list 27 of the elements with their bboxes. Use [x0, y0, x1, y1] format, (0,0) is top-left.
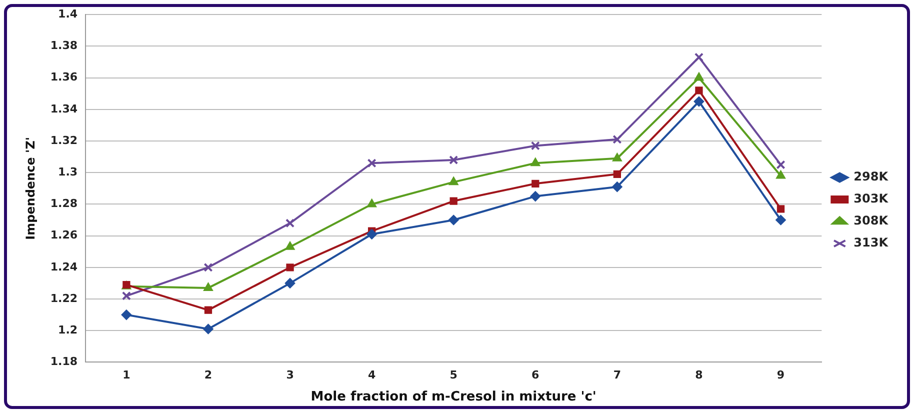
y-tick-label: 1.2	[58, 323, 78, 336]
legend-label: 303K	[854, 192, 889, 206]
y-tick-label: 1.26	[50, 228, 78, 242]
y-tick-label: 1.38	[50, 39, 78, 52]
x-tick-label: 2	[204, 368, 212, 382]
x-axis-title: Mole fraction of m-Cresol in mixture 'c'	[310, 390, 596, 405]
y-axis-title: Impendence 'Z'	[23, 136, 38, 240]
legend-label: 313K	[854, 236, 889, 250]
y-tick-label: 1.34	[50, 102, 78, 116]
y-tick-label: 1.4	[58, 7, 78, 20]
x-tick-label: 7	[613, 368, 622, 382]
x-tick-label: 3	[286, 368, 294, 382]
y-tick-label: 1.36	[50, 70, 78, 84]
y-tick-label: 1.22	[50, 292, 78, 305]
x-tick-label: 5	[450, 368, 458, 382]
y-tick-label: 1.3	[58, 165, 78, 178]
y-tick-label: 1.24	[50, 260, 78, 274]
x-tick-label: 1	[122, 368, 130, 382]
x-tick-label: 6	[532, 368, 540, 382]
legend-label: 308K	[854, 214, 889, 228]
x-tick-label: 4	[368, 368, 376, 382]
y-tick-label: 1.32	[50, 134, 78, 147]
legend-label: 298K	[854, 170, 889, 184]
y-tick-label: 1.28	[50, 197, 78, 210]
x-tick-label: 8	[695, 368, 703, 382]
x-tick-label: 9	[776, 368, 785, 382]
y-tick-label: 1.18	[50, 355, 78, 368]
